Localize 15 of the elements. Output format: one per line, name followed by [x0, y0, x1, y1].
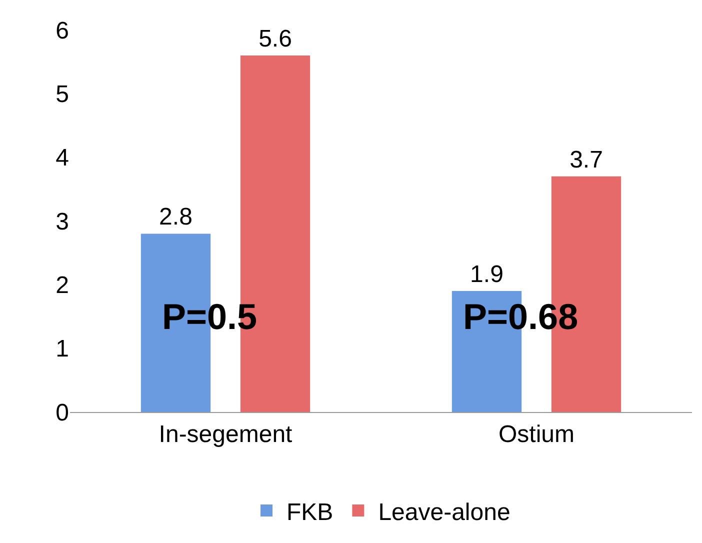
data-label: 1.9	[470, 261, 504, 288]
x-tick-label: Ostium	[498, 420, 575, 448]
y-tick-label: 1	[56, 336, 69, 363]
x-tick-label: In-segement	[158, 420, 293, 448]
y-tick-label: 5	[56, 81, 69, 108]
y-tick-label: 0	[56, 399, 69, 426]
data-label: 5.6	[258, 25, 292, 52]
legend-label: FKB	[286, 498, 334, 526]
y-tick-label: 6	[56, 17, 69, 44]
y-tick-label: 2	[56, 272, 69, 300]
data-label: 3.7	[570, 146, 603, 174]
y-tick-label: 3	[56, 208, 69, 236]
y-tick-label: 4	[56, 144, 69, 172]
legend-label: Leave-alone	[378, 498, 510, 526]
data-label: 2.8	[159, 204, 192, 231]
